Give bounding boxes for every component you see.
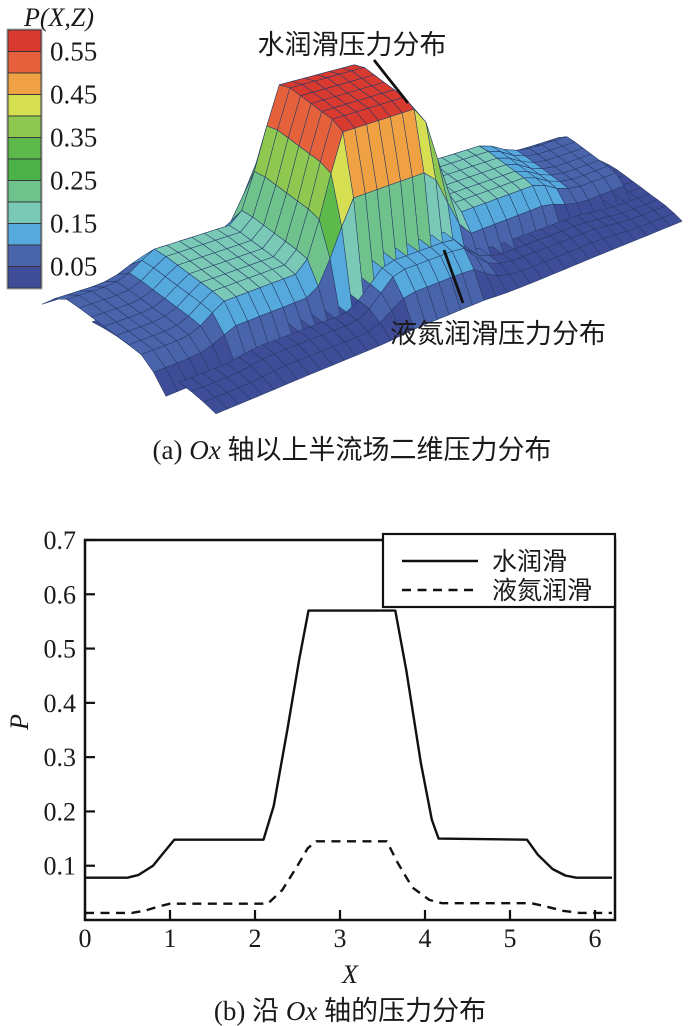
colorbar-tick-label: 0.25: [50, 166, 97, 196]
caption-b: (b) 沿 Ox 轴的压力分布: [214, 996, 486, 1026]
legend-label: 液氮润滑: [492, 577, 592, 605]
colorbar-band: [7, 115, 42, 138]
plot-frame: [83, 538, 617, 922]
colorbar-band: [7, 244, 42, 267]
x-axis-title: X: [341, 960, 359, 989]
colorbar-title: P(X,Z): [23, 3, 94, 32]
colorbar-band: [7, 266, 42, 289]
colorbar-band: [7, 51, 42, 74]
colorbar-tick-label: 0.55: [50, 37, 97, 67]
y-tick-label: 0.1: [44, 852, 77, 881]
x-tick-label: 2: [249, 924, 262, 953]
colorbar-band: [7, 137, 42, 160]
colorbar-tick-label: 0.35: [50, 123, 97, 153]
surface-plot-3d: [41, 64, 683, 414]
annotation-water: 水润滑压力分布: [258, 30, 447, 60]
series-nitrogen-line: [85, 840, 612, 915]
x-tick-label: 3: [334, 924, 347, 953]
y-tick-label: 0.3: [44, 743, 77, 772]
surface-cell-water-lubrication: [153, 367, 178, 397]
x-tick-label: 4: [419, 924, 432, 953]
colorbar-band: [7, 72, 42, 95]
y-tick-label: 0.7: [44, 526, 77, 555]
legend-box: [381, 532, 617, 609]
colorbar-band: [7, 180, 42, 203]
y-axis-ticks: 0.1 0.2 0.3 0.4 0.5 0.6 0.7: [44, 526, 95, 881]
surface-cell-liquid-nitrogen-lubrication: [203, 397, 228, 414]
annotation-leader-nitrogen: [442, 249, 465, 304]
legend-label: 水润滑: [492, 548, 567, 576]
colorbar-band: [7, 158, 42, 181]
colorbar-band: [7, 223, 42, 246]
colorbar-band: [7, 29, 42, 52]
x-axis-ticks: 0 1 2 3 4 5 6: [79, 910, 602, 953]
x-tick-label: 1: [164, 924, 177, 953]
x-tick-label: 5: [504, 924, 517, 953]
colorbar-band: [7, 201, 42, 224]
y-tick-label: 0.5: [44, 635, 77, 664]
colorbar-frame: [6, 28, 43, 290]
series-water-line: [85, 609, 612, 879]
colorbar-tick-label: 0.05: [50, 252, 97, 282]
x-tick-label: 0: [79, 924, 92, 953]
colorbar-band: [7, 94, 42, 117]
colorbar: 0.55 0.45 0.35 0.25 0.15 0.05: [6, 28, 97, 290]
y-axis-title: P: [5, 714, 34, 731]
caption-a: (a) Ox 轴以上半流场二维压力分布: [153, 435, 552, 465]
y-tick-label: 0.4: [44, 689, 77, 718]
x-tick-label: 6: [589, 924, 602, 953]
y-tick-label: 0.6: [44, 580, 77, 609]
colorbar-tick-label: 0.45: [50, 80, 97, 110]
y-tick-label: 0.2: [44, 797, 77, 826]
annotation-nitrogen: 液氮润滑压力分布: [390, 319, 606, 349]
annotation-leader-water: [372, 59, 410, 104]
surface-quads: [41, 64, 683, 414]
colorbar-tick-label: 0.15: [50, 209, 97, 239]
